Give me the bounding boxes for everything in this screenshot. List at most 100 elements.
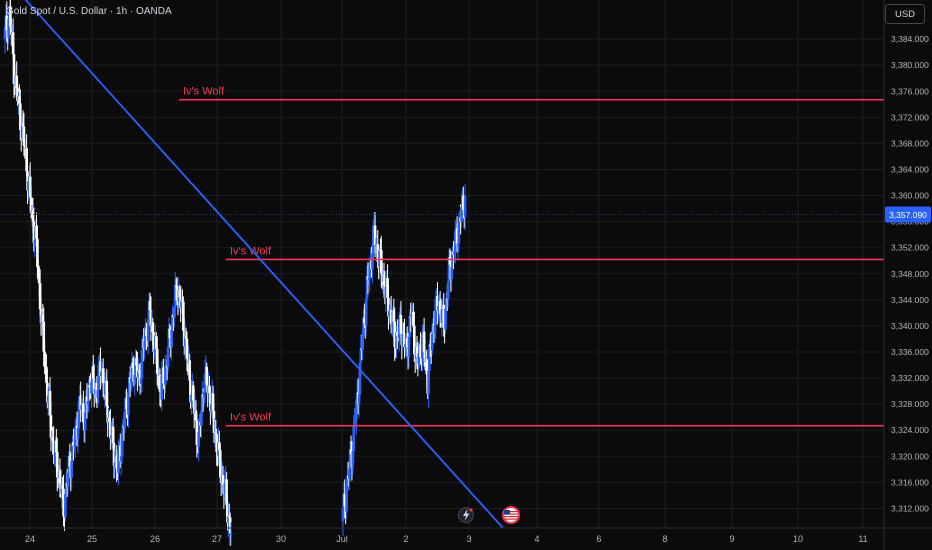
horizontal-levels[interactable]: Iv's Wolf Iv's Wolf Iv's Wolf bbox=[179, 86, 884, 427]
candle bbox=[428, 344, 431, 372]
candle bbox=[430, 334, 434, 351]
symbol-title: Gold Spot / U.S. Dollar · 1h · OANDA bbox=[6, 6, 172, 17]
candle bbox=[352, 425, 355, 452]
y-tick-label: 3,332.000 bbox=[891, 373, 929, 383]
candle bbox=[212, 411, 216, 434]
candle bbox=[404, 344, 407, 348]
candle bbox=[164, 367, 167, 385]
candle bbox=[16, 87, 19, 101]
candle bbox=[208, 385, 211, 394]
candle bbox=[131, 362, 135, 369]
y-tick-label: 3,348.000 bbox=[891, 269, 929, 279]
candle bbox=[58, 471, 62, 484]
candle bbox=[37, 275, 41, 284]
candle bbox=[227, 515, 231, 518]
candle bbox=[178, 289, 182, 298]
candle bbox=[133, 374, 137, 382]
candle bbox=[162, 367, 165, 384]
candle bbox=[374, 244, 378, 246]
candle bbox=[41, 315, 45, 322]
candle bbox=[357, 394, 361, 404]
candle bbox=[86, 401, 90, 405]
candle bbox=[38, 283, 42, 310]
candle bbox=[183, 336, 187, 347]
x-tick-label: 25 bbox=[87, 534, 97, 544]
candle bbox=[10, 26, 13, 35]
candle bbox=[99, 361, 102, 376]
candle bbox=[129, 378, 133, 383]
candle bbox=[382, 275, 386, 286]
candle bbox=[22, 126, 26, 146]
candle bbox=[427, 371, 430, 394]
candle bbox=[5, 15, 9, 31]
current-price-label: 3,357.090 bbox=[889, 210, 927, 220]
candle bbox=[353, 422, 356, 426]
candle bbox=[390, 323, 394, 325]
candle bbox=[100, 371, 103, 376]
candle bbox=[215, 434, 218, 453]
x-tick-label: 8 bbox=[662, 534, 667, 544]
y-tick-label: 3,320.000 bbox=[891, 451, 929, 461]
candle bbox=[368, 262, 372, 279]
candle bbox=[134, 358, 137, 375]
candle bbox=[425, 359, 429, 375]
candle bbox=[153, 349, 156, 352]
level-label: Iv's Wolf bbox=[230, 245, 272, 257]
candles bbox=[3, 0, 467, 546]
candle bbox=[460, 207, 463, 222]
y-tick-label: 3,312.000 bbox=[891, 503, 929, 513]
candle bbox=[413, 325, 416, 355]
candle bbox=[349, 449, 353, 454]
level-label: Iv's Wolf bbox=[230, 412, 272, 424]
x-tick-label: 27 bbox=[212, 534, 222, 544]
candle bbox=[388, 310, 391, 317]
candle bbox=[28, 176, 32, 198]
candle bbox=[155, 348, 159, 374]
x-tick-label: 2 bbox=[403, 534, 408, 544]
candle bbox=[45, 366, 48, 383]
candle bbox=[15, 75, 19, 88]
candle bbox=[115, 455, 118, 468]
candle bbox=[108, 417, 111, 423]
candle bbox=[35, 226, 38, 239]
currency-button[interactable]: USD bbox=[885, 4, 925, 24]
candle bbox=[371, 253, 374, 270]
candle bbox=[80, 405, 83, 410]
trendline[interactable] bbox=[14, 0, 504, 529]
candle bbox=[192, 400, 196, 414]
candle bbox=[26, 171, 29, 191]
candle bbox=[166, 347, 170, 367]
trendline-line[interactable] bbox=[14, 0, 504, 529]
candle bbox=[3, 27, 7, 40]
candle bbox=[200, 410, 203, 426]
candle bbox=[174, 285, 178, 287]
candle bbox=[387, 297, 390, 317]
price-scale[interactable] bbox=[884, 0, 932, 550]
candle bbox=[421, 334, 424, 359]
candle bbox=[386, 277, 389, 298]
candle bbox=[450, 267, 454, 280]
candle bbox=[436, 295, 439, 311]
candle bbox=[155, 336, 158, 349]
candle bbox=[146, 319, 150, 342]
lightning-event-icon[interactable] bbox=[458, 507, 474, 523]
candle bbox=[362, 317, 365, 336]
event-icons[interactable] bbox=[458, 506, 520, 524]
candle bbox=[121, 425, 125, 433]
candle bbox=[79, 395, 82, 410]
candle bbox=[221, 475, 225, 485]
candle bbox=[376, 244, 380, 262]
us-flag-event-icon[interactable] bbox=[502, 506, 520, 524]
candle bbox=[403, 333, 406, 348]
candle bbox=[202, 392, 206, 398]
candle bbox=[396, 332, 399, 336]
candle bbox=[12, 54, 16, 84]
candle bbox=[82, 403, 85, 423]
candle bbox=[32, 221, 36, 244]
candle bbox=[139, 378, 143, 384]
candle bbox=[63, 516, 66, 518]
candle bbox=[190, 394, 193, 403]
candle bbox=[229, 533, 233, 535]
